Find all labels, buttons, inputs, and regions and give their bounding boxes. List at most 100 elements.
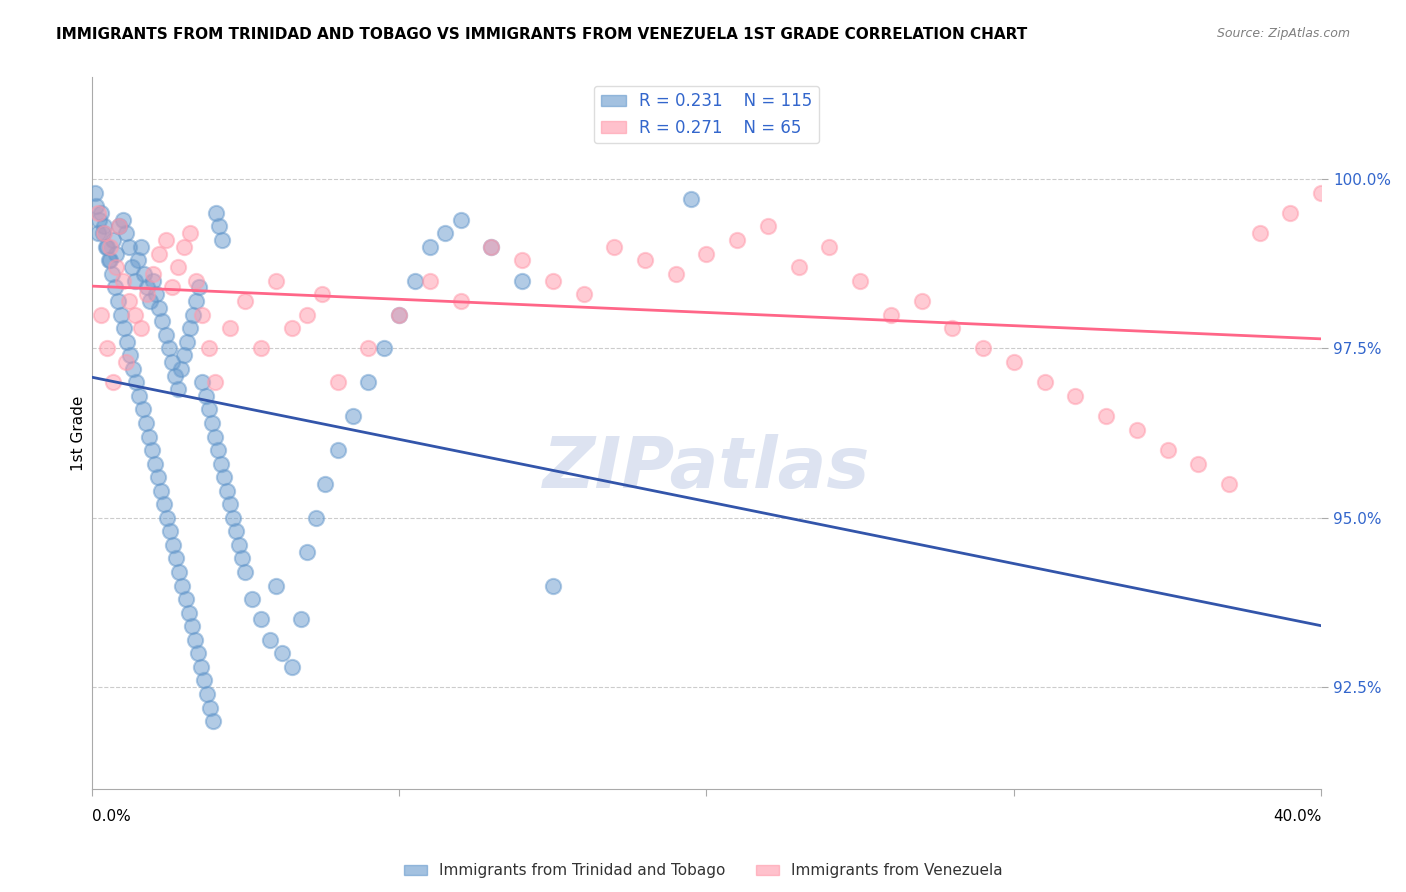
Point bbox=[231, 551, 253, 566]
Point bbox=[87, 227, 110, 241]
Point bbox=[120, 348, 142, 362]
Point bbox=[342, 409, 364, 424]
Point bbox=[96, 342, 118, 356]
Point bbox=[280, 321, 302, 335]
Point bbox=[188, 280, 211, 294]
Point bbox=[108, 219, 131, 234]
Point bbox=[149, 483, 172, 498]
Point bbox=[235, 293, 257, 308]
Point bbox=[127, 253, 149, 268]
Point bbox=[173, 348, 195, 362]
Point bbox=[1187, 457, 1209, 471]
Point bbox=[849, 274, 872, 288]
Point bbox=[184, 632, 207, 647]
Point bbox=[110, 308, 132, 322]
Point bbox=[87, 206, 110, 220]
Point bbox=[787, 260, 810, 274]
Point bbox=[235, 565, 257, 579]
Point bbox=[139, 293, 162, 308]
Point bbox=[681, 193, 703, 207]
Point bbox=[169, 565, 191, 579]
Point bbox=[1002, 355, 1025, 369]
Point bbox=[174, 592, 197, 607]
Point bbox=[160, 280, 183, 294]
Text: 40.0%: 40.0% bbox=[1272, 809, 1322, 824]
Point bbox=[177, 606, 200, 620]
Point bbox=[541, 274, 564, 288]
Point bbox=[357, 376, 380, 390]
Point bbox=[1218, 477, 1240, 491]
Point bbox=[121, 260, 143, 274]
Point bbox=[240, 592, 263, 607]
Point bbox=[695, 246, 717, 260]
Point bbox=[305, 511, 328, 525]
Point bbox=[259, 632, 281, 647]
Point bbox=[1095, 409, 1118, 424]
Point bbox=[280, 660, 302, 674]
Point bbox=[314, 477, 336, 491]
Point bbox=[115, 334, 138, 349]
Point bbox=[311, 287, 333, 301]
Text: Source: ZipAtlas.com: Source: ZipAtlas.com bbox=[1216, 27, 1350, 40]
Point bbox=[941, 321, 963, 335]
Point bbox=[756, 219, 779, 234]
Point bbox=[450, 293, 472, 308]
Point bbox=[1156, 443, 1178, 458]
Text: IMMIGRANTS FROM TRINIDAD AND TOBAGO VS IMMIGRANTS FROM VENEZUELA 1ST GRADE CORRE: IMMIGRANTS FROM TRINIDAD AND TOBAGO VS I… bbox=[56, 27, 1028, 42]
Point bbox=[128, 389, 150, 403]
Point bbox=[96, 240, 118, 254]
Point bbox=[176, 334, 198, 349]
Point bbox=[136, 287, 159, 301]
Point bbox=[250, 612, 273, 626]
Point bbox=[86, 199, 108, 213]
Point bbox=[1249, 227, 1271, 241]
Point bbox=[201, 416, 224, 430]
Point bbox=[180, 619, 202, 633]
Point bbox=[146, 470, 169, 484]
Point bbox=[157, 342, 180, 356]
Point bbox=[187, 646, 209, 660]
Point bbox=[434, 227, 457, 241]
Point bbox=[1310, 186, 1333, 200]
Point bbox=[219, 321, 242, 335]
Point bbox=[197, 342, 219, 356]
Point bbox=[264, 578, 287, 592]
Point bbox=[160, 355, 183, 369]
Point bbox=[124, 274, 146, 288]
Point bbox=[228, 538, 250, 552]
Point bbox=[141, 443, 163, 458]
Point bbox=[90, 206, 112, 220]
Point bbox=[93, 227, 115, 241]
Point bbox=[156, 511, 179, 525]
Point bbox=[179, 321, 201, 335]
Point bbox=[98, 253, 121, 268]
Point bbox=[155, 233, 177, 247]
Point bbox=[510, 253, 533, 268]
Point bbox=[911, 293, 934, 308]
Point bbox=[250, 342, 273, 356]
Point bbox=[163, 368, 186, 383]
Point bbox=[194, 389, 217, 403]
Point bbox=[295, 308, 318, 322]
Point bbox=[105, 246, 128, 260]
Point bbox=[357, 342, 380, 356]
Point bbox=[111, 212, 134, 227]
Point bbox=[186, 274, 208, 288]
Point bbox=[197, 402, 219, 417]
Point bbox=[138, 429, 160, 443]
Point bbox=[170, 361, 193, 376]
Point bbox=[572, 287, 595, 301]
Point bbox=[190, 660, 212, 674]
Point bbox=[479, 240, 502, 254]
Point bbox=[100, 267, 122, 281]
Point bbox=[212, 470, 235, 484]
Point bbox=[118, 240, 141, 254]
Point bbox=[972, 342, 994, 356]
Point bbox=[111, 274, 134, 288]
Point bbox=[98, 240, 121, 254]
Point bbox=[129, 321, 152, 335]
Point bbox=[89, 212, 111, 227]
Point bbox=[419, 240, 441, 254]
Point bbox=[148, 246, 170, 260]
Point bbox=[665, 267, 688, 281]
